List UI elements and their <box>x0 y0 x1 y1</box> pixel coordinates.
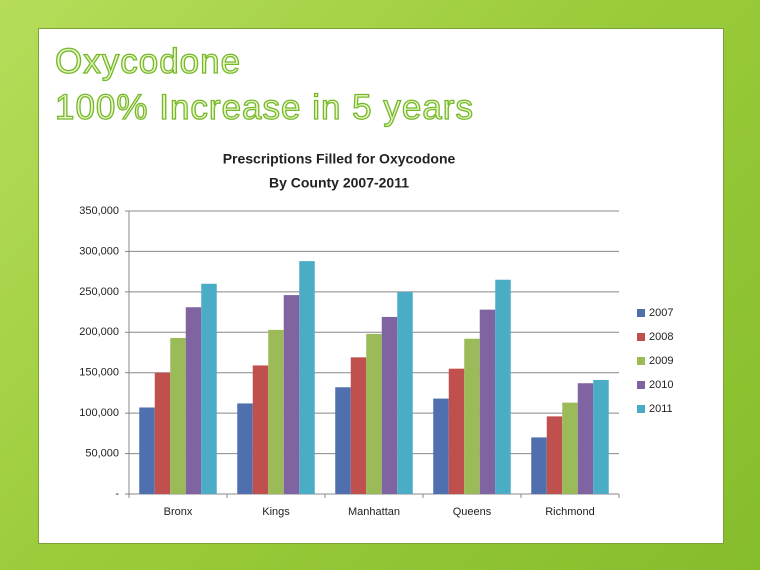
bar <box>381 316 398 494</box>
bar <box>464 338 480 494</box>
legend-swatch <box>637 357 645 365</box>
legend-label: 2007 <box>649 307 673 319</box>
bar <box>154 372 171 494</box>
bar <box>397 291 413 494</box>
bar <box>433 398 449 494</box>
content-panel: Oxycodone 100% Increase in 5 years Presc… <box>38 28 724 544</box>
x-tick-label: Kings <box>262 506 290 518</box>
y-tick-label: 150,000 <box>79 367 119 379</box>
bar <box>448 368 465 494</box>
legend-label: 2010 <box>649 379 673 391</box>
y-tick-label: 350,000 <box>79 205 119 217</box>
y-tick-label: 300,000 <box>79 245 119 257</box>
legend-label: 2008 <box>649 331 673 343</box>
y-tick-label: 100,000 <box>79 407 119 419</box>
legend-swatch <box>637 309 645 317</box>
bar <box>201 283 217 494</box>
chart: Prescriptions Filled for Oxycodone By Co… <box>79 151 673 518</box>
bar <box>479 309 496 494</box>
y-tick-label: - <box>115 488 119 500</box>
bar <box>170 337 186 494</box>
legend-label: 2011 <box>649 403 673 415</box>
x-tick-label: Richmond <box>545 506 595 518</box>
bar <box>562 402 578 494</box>
legend-swatch <box>637 333 645 341</box>
bar <box>593 379 609 494</box>
bar <box>252 365 269 494</box>
bar <box>268 329 284 494</box>
y-tick-label: 50,000 <box>85 447 119 459</box>
bar <box>299 261 315 494</box>
legend-swatch <box>637 405 645 413</box>
bar <box>283 295 300 494</box>
bar <box>366 333 382 494</box>
bar <box>546 416 563 494</box>
x-tick-label: Manhattan <box>348 506 400 518</box>
slide-title: Oxycodone <box>54 42 242 81</box>
bar <box>237 403 253 494</box>
y-tick-label: 200,000 <box>79 326 119 338</box>
chart-subtitle: By County 2007-2011 <box>269 175 409 191</box>
bar <box>335 387 351 494</box>
bar <box>185 307 202 494</box>
legend-label: 2009 <box>649 355 673 367</box>
y-tick-label: 250,000 <box>79 286 119 298</box>
bar <box>350 357 367 494</box>
bar <box>577 383 594 494</box>
legend-swatch <box>637 381 645 389</box>
chart-title: Prescriptions Filled for Oxycodone <box>223 151 456 167</box>
bar <box>139 407 155 494</box>
bar <box>531 437 547 494</box>
bar <box>495 279 511 494</box>
slide-title: 100% Increase in 5 years <box>54 88 474 127</box>
x-tick-label: Bronx <box>164 506 193 518</box>
x-tick-label: Queens <box>453 506 492 518</box>
